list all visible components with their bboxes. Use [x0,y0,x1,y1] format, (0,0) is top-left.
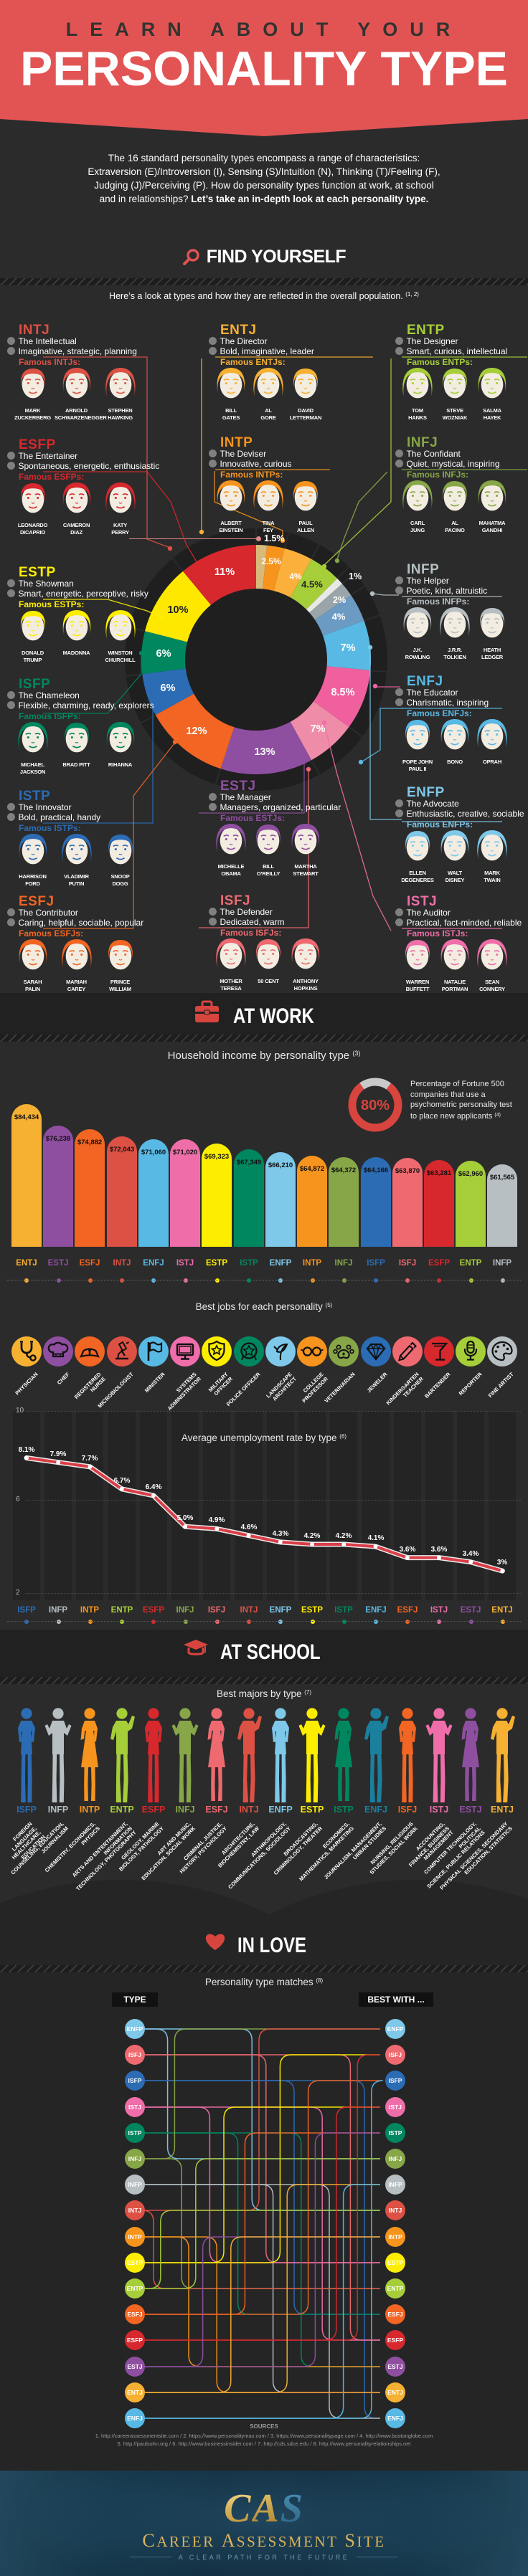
svg-text:4%: 4% [331,611,345,622]
svg-text:4.5%: 4.5% [301,579,323,589]
svg-text:80%: 80% [361,1098,390,1113]
svg-text:6%: 6% [156,647,171,659]
svg-text:12%: 12% [186,725,207,736]
svg-text:7%: 7% [310,723,325,734]
svg-text:11%: 11% [214,566,234,577]
svg-text:13%: 13% [254,746,275,757]
svg-text:6%: 6% [160,682,175,693]
svg-text:10%: 10% [167,604,188,615]
svg-text:8.5%: 8.5% [331,686,354,698]
svg-text:7%: 7% [340,642,355,653]
svg-text:4%: 4% [289,571,302,581]
svg-text:2.5%: 2.5% [261,556,281,566]
